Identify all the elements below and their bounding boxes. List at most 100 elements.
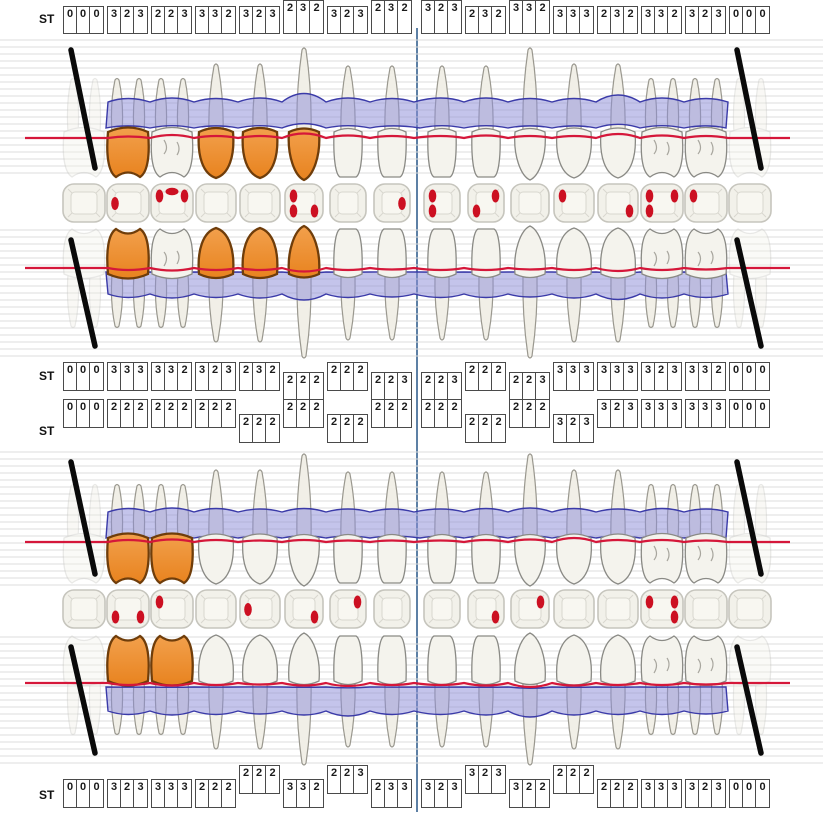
tooth-lower_lingual-12[interactable] xyxy=(555,533,593,585)
occlusal-tooth-lower-5[interactable] xyxy=(239,589,281,629)
st-cell[interactable]: 3 xyxy=(686,780,699,807)
st-cell[interactable]: 3 xyxy=(108,7,121,33)
st-cell[interactable]: 2 xyxy=(269,767,276,779)
st-cell[interactable]: 2 xyxy=(240,415,253,442)
tooth-lower_lingual-13[interactable] xyxy=(599,533,637,585)
st-cell[interactable]: 2 xyxy=(196,780,209,807)
st-cell[interactable]: 2 xyxy=(328,766,341,793)
st-cell[interactable]: 3 xyxy=(401,781,408,793)
st-cell[interactable]: 3 xyxy=(451,2,458,14)
st-cell[interactable]: 2 xyxy=(401,401,408,413)
st-cell[interactable]: 3 xyxy=(165,363,178,390)
occlusal-tooth-upper-5[interactable] xyxy=(239,183,281,223)
tooth-lower_buccal-4[interactable] xyxy=(197,634,235,686)
st-cell[interactable]: 0 xyxy=(759,781,766,793)
st-cell[interactable]: 3 xyxy=(357,767,364,779)
st-cell[interactable]: 3 xyxy=(297,1,310,33)
occlusal-tooth-lower-13[interactable] xyxy=(597,589,639,629)
st-cell[interactable]: 2 xyxy=(699,780,712,807)
tooth-lower_lingual-4[interactable] xyxy=(197,533,235,585)
tooth-upper_buccal-15[interactable] xyxy=(684,126,728,178)
st-cell[interactable]: 2 xyxy=(152,7,165,33)
st-cell[interactable]: 2 xyxy=(435,400,448,427)
st-cell[interactable]: 2 xyxy=(567,766,580,793)
st-cell[interactable]: 2 xyxy=(209,363,222,390)
tooth-lower_lingual-5[interactable] xyxy=(241,533,279,585)
st-cell[interactable]: 0 xyxy=(743,363,756,390)
st-cell[interactable]: 2 xyxy=(372,400,385,427)
st-cell[interactable]: 2 xyxy=(466,7,479,33)
st-cell[interactable]: 0 xyxy=(93,8,100,20)
tooth-lower_lingual-11[interactable] xyxy=(514,533,546,587)
tooth-lower_lingual-6[interactable] xyxy=(288,533,320,587)
tooth-upper_palatal-9[interactable] xyxy=(427,228,457,279)
st-cell[interactable]: 2 xyxy=(479,766,492,793)
tooth-lower_buccal-10[interactable] xyxy=(471,635,501,686)
st-cell[interactable]: 3 xyxy=(554,415,567,442)
st-cell[interactable]: 2 xyxy=(466,363,479,390)
st-cell[interactable]: 2 xyxy=(495,364,502,376)
tooth-lower_buccal-8[interactable] xyxy=(377,635,407,686)
st-cell[interactable]: 3 xyxy=(611,7,624,33)
tooth-lower_buccal-15[interactable] xyxy=(684,635,728,687)
st-cell[interactable]: 3 xyxy=(671,781,678,793)
st-cell[interactable]: 2 xyxy=(422,400,435,427)
tooth-lower_buccal-14[interactable] xyxy=(640,635,684,687)
occlusal-tooth-lower-14[interactable] xyxy=(640,589,684,629)
st-cell[interactable]: 3 xyxy=(686,7,699,33)
tooth-lower_buccal-5[interactable] xyxy=(241,634,279,686)
tooth-upper_buccal-10[interactable] xyxy=(471,127,501,178)
occlusal-tooth-lower-8[interactable] xyxy=(373,589,411,629)
tooth-lower_buccal-11[interactable] xyxy=(514,632,546,686)
occlusal-tooth-lower-16[interactable] xyxy=(728,589,772,629)
st-cell[interactable]: 2 xyxy=(372,373,385,400)
st-cell[interactable]: 2 xyxy=(225,8,232,20)
st-cell[interactable]: 3 xyxy=(297,780,310,807)
st-cell[interactable]: 3 xyxy=(655,400,668,427)
st-cell[interactable]: 2 xyxy=(297,373,310,400)
st-cell[interactable]: 2 xyxy=(671,8,678,20)
st-cell[interactable]: 2 xyxy=(209,780,222,807)
occlusal-tooth-upper-8[interactable] xyxy=(373,183,411,223)
st-cell[interactable]: 2 xyxy=(240,363,253,390)
st-cell[interactable]: 3 xyxy=(401,374,408,386)
st-cell[interactable]: 2 xyxy=(554,766,567,793)
st-cell[interactable]: 2 xyxy=(715,364,722,376)
st-cell[interactable]: 0 xyxy=(77,400,90,427)
tooth-lower_buccal-2[interactable] xyxy=(106,634,150,687)
occlusal-tooth-lower-4[interactable] xyxy=(195,589,237,629)
st-cell[interactable]: 2 xyxy=(313,401,320,413)
occlusal-tooth-upper-12[interactable] xyxy=(553,183,595,223)
st-cell[interactable]: 3 xyxy=(495,767,502,779)
st-cell[interactable]: 3 xyxy=(152,363,165,390)
occlusal-tooth-lower-15[interactable] xyxy=(684,589,728,629)
st-cell[interactable]: 2 xyxy=(627,781,634,793)
st-cell[interactable]: 3 xyxy=(422,1,435,33)
tooth-upper_palatal-8[interactable] xyxy=(377,228,407,279)
st-cell[interactable]: 2 xyxy=(627,8,634,20)
st-cell[interactable]: 2 xyxy=(611,780,624,807)
st-cell[interactable]: 3 xyxy=(642,363,655,390)
occlusal-tooth-lower-7[interactable] xyxy=(329,589,367,629)
st-cell[interactable]: 3 xyxy=(598,400,611,427)
st-cell[interactable]: 0 xyxy=(64,780,77,807)
st-cell[interactable]: 2 xyxy=(341,7,354,33)
tooth-lower_lingual-2[interactable] xyxy=(106,532,150,585)
st-cell[interactable]: 3 xyxy=(181,8,188,20)
tooth-upper_palatal-3[interactable] xyxy=(150,228,194,280)
st-cell[interactable]: 3 xyxy=(357,8,364,20)
st-cell[interactable]: 3 xyxy=(253,363,266,390)
tooth-upper_buccal-1[interactable] xyxy=(62,126,106,178)
st-cell[interactable]: 0 xyxy=(759,364,766,376)
tooth-upper_buccal-9[interactable] xyxy=(427,127,457,178)
st-cell[interactable]: 0 xyxy=(730,363,743,390)
st-cell[interactable]: 3 xyxy=(598,363,611,390)
tooth-upper_palatal-5[interactable] xyxy=(241,226,279,280)
tooth-upper_palatal-11[interactable] xyxy=(514,225,546,279)
tooth-upper_buccal-11[interactable] xyxy=(514,127,546,181)
st-cell[interactable]: 0 xyxy=(730,7,743,33)
st-cell[interactable]: 3 xyxy=(209,7,222,33)
tooth-lower_lingual-8[interactable] xyxy=(377,533,407,584)
occlusal-tooth-upper-1[interactable] xyxy=(62,183,106,223)
st-cell[interactable]: 2 xyxy=(313,374,320,386)
